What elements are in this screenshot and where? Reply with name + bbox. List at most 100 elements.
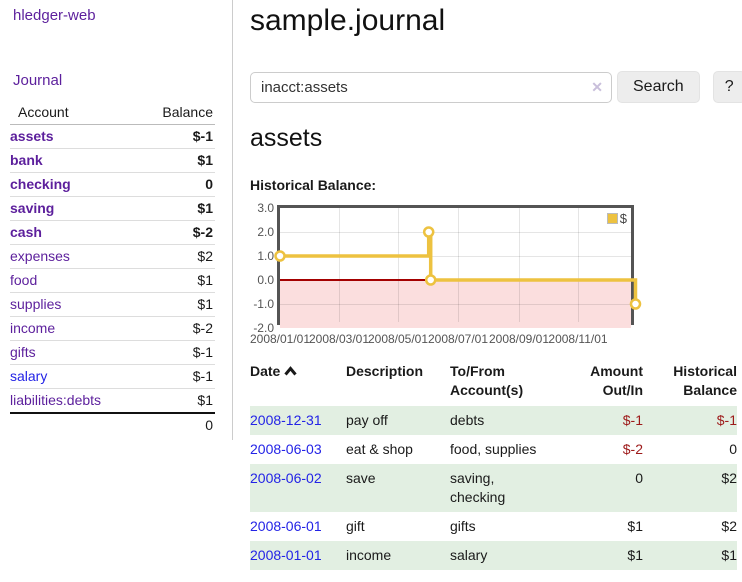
sidebar: hledger-web Journal Account Balance asse… — [0, 0, 232, 582]
chart-plot-area[interactable]: $ — [274, 205, 642, 328]
account-column-header: Account — [10, 101, 140, 125]
account-row: liabilities:debts $1 — [10, 388, 215, 414]
account-link-salary[interactable]: salary — [10, 368, 48, 384]
gridline — [578, 208, 579, 322]
account-link-bank[interactable]: bank — [10, 152, 43, 168]
account-balance: $1 — [197, 272, 213, 288]
date-column-header[interactable]: Date — [250, 362, 346, 406]
account-link-income[interactable]: income — [10, 320, 56, 336]
account-balance: $-2 — [192, 320, 213, 336]
main-content: sample.journal ✕ Search ? assets Histori… — [250, 0, 742, 582]
y-tick-label: 1.0 — [257, 249, 274, 263]
accounts-table: Account Balance assets $-1 bank $1 check… — [10, 101, 215, 437]
x-tick-label: 2008/05/01 — [367, 332, 429, 346]
transaction-amount: $-2 — [622, 441, 643, 457]
register-row: 2008-12-31 pay off debts $-1 $-1 — [250, 406, 737, 435]
register-row: 2008-06-01 gift gifts $1 $2 — [250, 512, 737, 541]
account-link-checking[interactable]: checking — [10, 176, 71, 192]
account-row: gifts $-1 — [10, 340, 215, 365]
page-title: sample.journal — [250, 4, 446, 37]
account-link-cash[interactable]: cash — [10, 224, 42, 240]
transaction-accounts: debts — [450, 412, 485, 428]
transaction-description: gift — [346, 518, 365, 534]
account-link-assets[interactable]: assets — [10, 128, 54, 144]
account-row: saving $1 — [10, 196, 215, 221]
account-row: cash $-2 — [10, 220, 215, 245]
account-balance: $2 — [197, 248, 213, 264]
account-balance: $1 — [197, 152, 213, 168]
search-form: ✕ Search ? — [250, 71, 742, 103]
transaction-date-link[interactable]: 2008-01-01 — [250, 547, 322, 563]
chart-legend: $ — [606, 211, 627, 226]
sidebar-item-journal[interactable]: Journal — [13, 72, 63, 89]
legend-label: $ — [619, 211, 627, 226]
account-link-supplies[interactable]: supplies — [10, 296, 62, 312]
account-balance: 0 — [205, 176, 213, 192]
transaction-date-link[interactable]: 2008-06-03 — [250, 441, 322, 457]
x-tick-label: 2008/09/01 — [488, 332, 550, 346]
x-tick-label: 2008/07/01 — [427, 332, 489, 346]
balance-column-header: Historical Balance — [673, 363, 737, 398]
register-row: 2008-01-01 income salary $1 $1 — [250, 541, 737, 570]
register-row: 2008-06-02 save saving, checking 0 $2 — [250, 464, 737, 512]
y-tick-label: -1.0 — [253, 297, 274, 311]
transaction-balance: 0 — [729, 441, 737, 457]
sidebar-divider — [232, 0, 233, 440]
account-link-gifts[interactable]: gifts — [10, 344, 36, 360]
balance-column-header: Balance — [139, 101, 215, 125]
search-input[interactable] — [250, 71, 612, 103]
gridline — [280, 304, 631, 305]
account-link-saving[interactable]: saving — [10, 200, 55, 216]
legend-swatch-icon — [606, 213, 618, 224]
account-link-liabilities-debts[interactable]: liabilities:debts — [10, 392, 102, 408]
gridline — [398, 208, 399, 322]
x-tick-label: 2008/03/01 — [308, 332, 370, 346]
y-tick-label: 2.0 — [257, 225, 274, 239]
account-row: supplies $1 — [10, 292, 215, 317]
negative-region — [280, 280, 631, 328]
clear-search-icon[interactable]: ✕ — [591, 78, 603, 95]
account-row: income $-2 — [10, 316, 215, 341]
gridline — [339, 208, 340, 322]
register-header-row: Date Description To/From Account(s) Amou… — [250, 362, 737, 406]
transaction-date-link[interactable]: 2008-06-01 — [250, 518, 322, 534]
transaction-description: eat & shop — [346, 441, 413, 457]
amount-column-header: Amount Out/In — [590, 363, 643, 398]
transaction-date-link[interactable]: 2008-12-31 — [250, 412, 322, 428]
x-tick-label: 2008/11/01 — [548, 332, 608, 346]
account-balance: $-2 — [192, 224, 213, 240]
account-link-food[interactable]: food — [10, 272, 38, 288]
transaction-date-link[interactable]: 2008-06-02 — [250, 470, 322, 486]
gridline — [280, 232, 631, 233]
register-row: 2008-06-03 eat & shop food, supplies $-2… — [250, 435, 737, 464]
app-title-link[interactable]: hledger-web — [13, 7, 96, 24]
transaction-accounts: food, supplies — [450, 441, 537, 457]
register-table: Date Description To/From Account(s) Amou… — [250, 362, 737, 570]
accounts-column-header: To/From Account(s) — [450, 363, 524, 398]
account-row: food $1 — [10, 268, 215, 293]
account-balance: $1 — [197, 296, 213, 312]
transaction-balance: $1 — [721, 547, 737, 563]
transaction-accounts: saving, checking — [450, 470, 506, 505]
chart-title: Historical Balance: — [250, 177, 377, 193]
transaction-amount: $-1 — [622, 412, 643, 428]
account-link-expenses[interactable]: expenses — [10, 248, 70, 264]
gridline — [458, 208, 459, 322]
help-button[interactable]: ? — [712, 71, 742, 103]
account-balance: $-1 — [192, 368, 213, 384]
transaction-amount: $1 — [627, 547, 643, 563]
search-button[interactable]: Search — [617, 71, 700, 103]
account-row: salary $-1 — [10, 364, 215, 389]
account-balance: $1 — [197, 200, 213, 216]
account-row: assets $-1 — [10, 125, 215, 149]
account-row: bank $1 — [10, 148, 215, 173]
gridline — [519, 208, 520, 322]
transaction-amount: 0 — [635, 470, 643, 486]
sort-ascending-icon — [284, 366, 298, 376]
x-tick-label: 2008/01/01 — [249, 332, 311, 346]
account-heading: assets — [250, 124, 323, 152]
gridline — [280, 256, 631, 257]
transaction-accounts: gifts — [450, 518, 476, 534]
transaction-description: income — [346, 547, 392, 563]
balance-line-series — [274, 226, 642, 310]
